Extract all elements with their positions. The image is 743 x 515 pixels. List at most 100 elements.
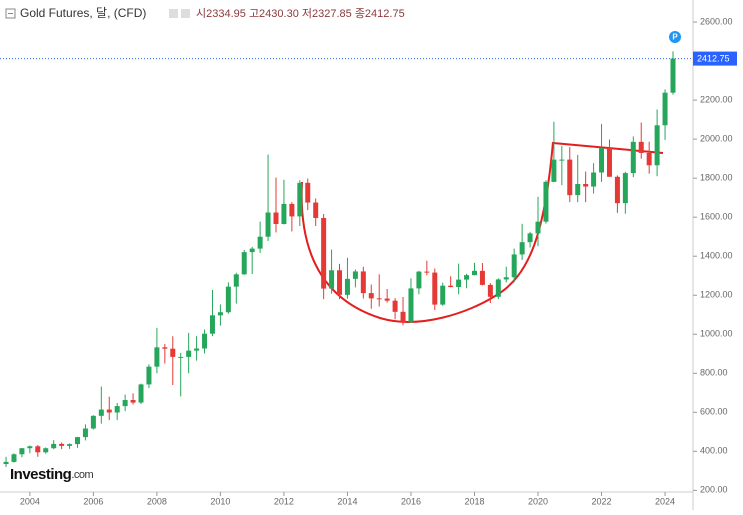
price-label-box [693, 51, 737, 66]
candle-body [551, 159, 557, 182]
candle-body [51, 443, 57, 449]
cup-annotation [300, 141, 554, 323]
candle-body [257, 236, 263, 249]
pin-icon-label: P [672, 33, 678, 42]
candle-body [321, 217, 327, 289]
y-tick-label: 1800.00 [700, 173, 733, 183]
candle-body [74, 437, 80, 445]
x-tick-label: 2024 [655, 496, 675, 506]
y-tick-label: 600.00 [700, 407, 728, 417]
candle-body [225, 286, 231, 313]
y-tick-label: 1600.00 [700, 212, 733, 222]
candle-body [162, 347, 168, 349]
y-tick-label: 2000.00 [700, 134, 733, 144]
candle-body [440, 285, 446, 305]
candle-body [90, 415, 96, 429]
candle-body [106, 409, 112, 413]
y-tick-label: 2200.00 [700, 94, 733, 104]
candle-body [487, 284, 493, 297]
candle-body [559, 159, 565, 161]
y-tick-label: 800.00 [700, 368, 728, 378]
candle-body [376, 298, 382, 300]
candle-body [82, 428, 88, 438]
candle-body [273, 212, 279, 225]
candle-body [146, 366, 152, 385]
x-tick-label: 2008 [147, 496, 167, 506]
candle-body [59, 443, 65, 446]
candle-body [344, 278, 350, 295]
candle-body [289, 203, 295, 217]
candle-body [654, 125, 660, 166]
candle-body [194, 348, 200, 351]
y-tick-label: 200.00 [700, 485, 728, 495]
candle-body [209, 315, 215, 334]
candle-body [614, 176, 620, 204]
x-tick-label: 2014 [337, 496, 357, 506]
candle-body [352, 271, 358, 279]
candle-body [11, 454, 17, 462]
candle-body [519, 242, 525, 255]
candle-body [130, 400, 136, 403]
pin-icon[interactable] [669, 31, 681, 43]
candle-body [170, 348, 176, 357]
candle-body [630, 141, 636, 174]
logo-text: Investing [10, 466, 72, 483]
y-tick-label: 2600.00 [700, 16, 733, 26]
candle-body [432, 272, 438, 305]
x-tick-label: 2012 [274, 496, 294, 506]
y-tick-label: 400.00 [700, 446, 728, 456]
candle-body [567, 159, 573, 196]
candle-body [456, 279, 462, 288]
candle-body [495, 279, 501, 297]
candle-body [575, 184, 581, 196]
settings-icon[interactable] [181, 9, 190, 18]
candle-body [114, 406, 120, 413]
candle-body [606, 148, 612, 177]
candle-body [217, 312, 223, 316]
candle-body [479, 270, 485, 285]
candle-body [35, 446, 41, 453]
candle-body [233, 274, 239, 287]
y-tick-label: 1000.00 [700, 329, 733, 339]
candle-body [503, 277, 509, 280]
x-tick-label: 2010 [210, 496, 230, 506]
candle-body [186, 350, 192, 357]
candle-body [249, 248, 255, 253]
candle-body [202, 333, 208, 349]
candle-body [241, 252, 247, 275]
candle-body [98, 409, 104, 416]
candle-body [337, 270, 343, 295]
candle-body [591, 172, 597, 187]
chart-title: Gold Futures, 달, (CFD) [20, 6, 146, 20]
candle-body [19, 448, 25, 455]
candle-body [360, 271, 366, 294]
candle-body [583, 184, 589, 187]
candle-body [511, 254, 517, 278]
candle-body [305, 182, 311, 203]
candle-body [313, 202, 319, 218]
candle-body [67, 444, 73, 446]
handle-annotation [552, 142, 664, 154]
candle-body [408, 288, 414, 323]
candle-body [368, 293, 374, 299]
logo: Investing.com [10, 466, 94, 483]
x-tick-label: 2022 [592, 496, 612, 506]
candle-body [178, 356, 184, 358]
candle-body [638, 141, 644, 153]
candle-body [281, 203, 287, 225]
x-tick-label: 2020 [528, 496, 548, 506]
candle-body [543, 181, 549, 222]
y-tick-label: 1200.00 [700, 290, 733, 300]
candle-body [662, 92, 668, 126]
ohlc-header: 시2334.95 고2430.30 저2327.85 종2412.75 [196, 7, 405, 20]
candle-body [3, 461, 9, 465]
candle-body [670, 58, 676, 93]
settings-icon[interactable] [169, 9, 178, 18]
candle-body [416, 271, 422, 289]
x-tick-label: 2016 [401, 496, 421, 506]
logo-suffix: .com [71, 469, 93, 481]
candle-body [400, 311, 406, 323]
collapse-icon[interactable] [5, 8, 16, 19]
